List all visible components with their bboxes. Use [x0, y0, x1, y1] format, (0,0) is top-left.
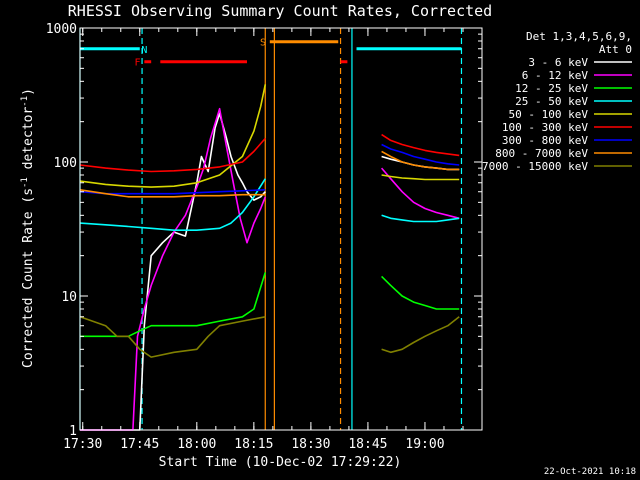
series-6-segment-1	[381, 143, 460, 166]
series-5-segment-0	[79, 137, 266, 173]
flag-label-F: F	[134, 58, 140, 69]
series-lines	[79, 84, 460, 431]
series-6-segment-0	[79, 189, 266, 195]
plot-frame	[79, 27, 483, 431]
x-tick-label-5: 18:45	[348, 437, 387, 452]
x-tick-label-4: 18:30	[291, 437, 330, 452]
flag-label-S: S	[260, 38, 266, 49]
y-tick-label-3: 1000	[46, 22, 77, 37]
x-tick-label-1: 17:45	[120, 437, 159, 452]
series-8-segment-0	[79, 316, 266, 358]
series-1-segment-1	[380, 167, 460, 220]
legend-header-1: Att 0	[599, 43, 632, 56]
series-7-segment-0	[79, 189, 266, 198]
x-tick-label-3: 18:15	[234, 437, 273, 452]
legend-label-7: 800 - 7000 keV	[495, 147, 588, 160]
series-3-segment-1	[381, 214, 460, 223]
y-axis-label: Corrected Count Rate (s-1 detector-1)	[20, 88, 36, 368]
legend-label-4: 50 - 100 keV	[509, 108, 589, 121]
x-tick-label-2: 18:00	[177, 437, 216, 452]
series-4-segment-0	[79, 84, 267, 188]
footer-date: 22-Oct-2021 10:18	[544, 467, 636, 477]
legend-header-0: Det 1,3,4,5,6,9,	[526, 30, 632, 43]
series-4-segment-1	[381, 174, 460, 181]
legend-label-8: 7000 - 15000 keV	[482, 160, 588, 173]
y-tick-label-0: 1	[69, 424, 77, 439]
series-3-segment-0	[79, 178, 266, 231]
chart-title: RHESSI Observing Summary Count Rates, Co…	[68, 2, 492, 20]
legend-label-0: 3 - 6 keV	[528, 56, 588, 69]
y-tick-label-1: 10	[61, 290, 77, 305]
legend-label-1: 6 - 12 keV	[522, 69, 589, 82]
series-2-segment-1	[381, 275, 460, 310]
legend-label-5: 100 - 300 keV	[502, 121, 588, 134]
legend-label-6: 300 - 800 keV	[502, 134, 588, 147]
flag-label-N: N	[141, 45, 147, 56]
x-tick-label-0: 17:30	[63, 437, 102, 452]
x-axis-label: Start Time (10-Dec-02 17:29:22)	[159, 455, 402, 470]
series-8-segment-1	[381, 316, 460, 354]
legend-label-3: 25 - 50 keV	[515, 95, 588, 108]
y-tick-label-2: 100	[54, 156, 77, 171]
legend-label-2: 12 - 25 keV	[515, 82, 588, 95]
series-5-segment-1	[381, 133, 460, 157]
series-7-segment-1	[381, 150, 460, 171]
axes: 17:30 17:45 18:00 18:15 18:30 18:45 19:00 1 10 10…	[46, 22, 483, 452]
flag-bars: NF S	[80, 38, 462, 69]
x-tick-label-6: 19:00	[405, 437, 444, 452]
